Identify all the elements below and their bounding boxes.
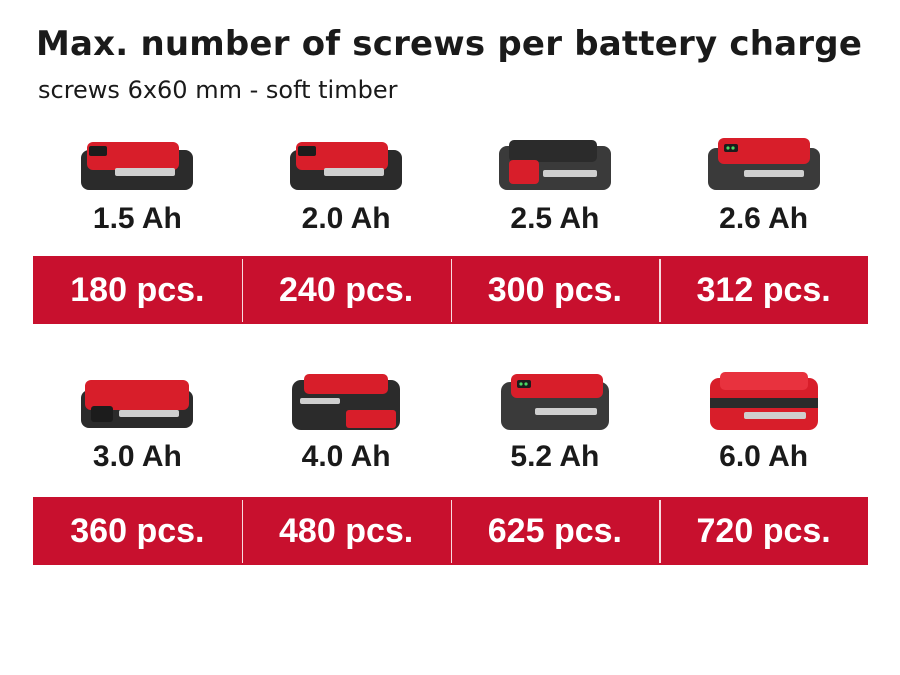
page-subtitle: screws 6x60 mm - soft timber [38, 76, 398, 104]
battery-capacity: 1.5 Ah [92, 202, 182, 235]
battery-card: 6.0 Ah [659, 370, 868, 474]
screw-count-bar-1: 180 pcs. 240 pcs. 300 pcs. 312 pcs. [33, 256, 868, 324]
battery-card: 4.0 Ah [242, 370, 451, 474]
battery-card: 2.6 Ah [659, 132, 868, 236]
screw-count: 720 pcs. [659, 499, 868, 563]
screw-count: 360 pcs. [70, 511, 205, 550]
battery-capacity: 3.0 Ah [92, 440, 182, 473]
battery-icon [707, 138, 820, 190]
battery-capacity: 4.0 Ah [301, 440, 391, 473]
battery-icon [81, 142, 194, 190]
screw-count: 480 pcs. [241, 499, 451, 563]
battery-row-2: 3.0 Ah 4.0 Ah 5.2 Ah 6.0 Ah [33, 370, 868, 474]
battery-icon [709, 372, 818, 430]
battery-icon [500, 374, 609, 430]
screw-count-bar-2: 360 pcs. 480 pcs. 625 pcs. 720 pcs. [33, 497, 868, 565]
screw-count: 180 pcs. [70, 270, 205, 309]
battery-row-1: 1.5 Ah 2.0 Ah 2.5 Ah 2.6 Ah [33, 132, 868, 236]
battery-icon [498, 140, 611, 190]
battery-card: 2.0 Ah [242, 132, 451, 236]
battery-capacity: 2.0 Ah [301, 202, 391, 235]
battery-card: 1.5 Ah [33, 132, 242, 236]
screw-count: 300 pcs. [450, 258, 660, 322]
battery-icon [290, 142, 403, 190]
battery-capacity: 6.0 Ah [719, 440, 809, 473]
page-title: Max. number of screws per battery charge [36, 24, 863, 64]
battery-card: 2.5 Ah [451, 132, 660, 236]
battery-capacity: 2.5 Ah [510, 202, 600, 235]
screw-count: 625 pcs. [450, 499, 660, 563]
battery-icon [292, 374, 401, 430]
screw-count: 240 pcs. [241, 258, 451, 322]
battery-capacity: 2.6 Ah [719, 202, 809, 235]
battery-capacity: 5.2 Ah [510, 440, 600, 473]
battery-card: 5.2 Ah [451, 370, 660, 474]
screw-count: 312 pcs. [659, 258, 868, 322]
battery-icon [81, 380, 194, 428]
battery-card: 3.0 Ah [33, 370, 242, 474]
